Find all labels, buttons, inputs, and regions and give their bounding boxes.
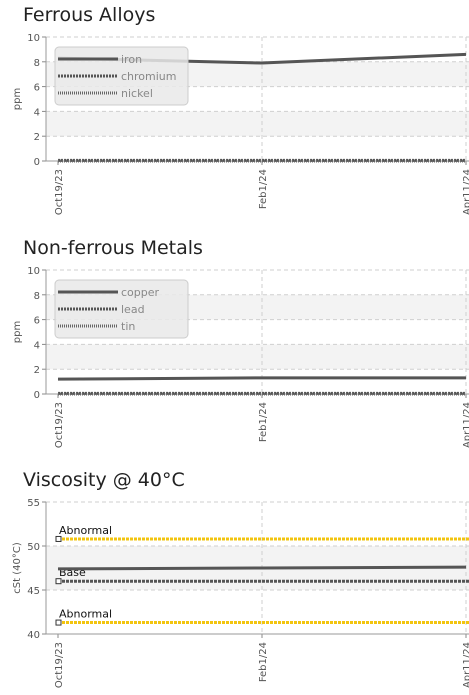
legend-box (54, 279, 189, 339)
reference-marker (55, 535, 62, 542)
y-axis-label: ppm (12, 88, 23, 110)
chart-title-viscosity: Viscosity @ 40°C (23, 469, 185, 491)
non-ferrous-metals-chart: 0 2 4 6 8 10 Oct19/23 Feb1/24 Apr11/24 ppm copper l… (12, 266, 469, 448)
reference-marker (55, 619, 62, 626)
y-tick-label: 2 (34, 365, 40, 376)
y-tick-label: 55 (27, 498, 40, 509)
x-tick-label: Apr11/24 (462, 402, 469, 448)
legend-label: iron (121, 53, 142, 66)
y-tick-label: 0 (34, 390, 40, 401)
chart-title-nonferrous: Non-ferrous Metals (23, 237, 203, 259)
reference-marker (55, 578, 62, 585)
y-tick-label: 6 (34, 83, 40, 94)
legend-label: copper (121, 286, 160, 299)
x-tick-label: Apr11/24 (462, 642, 469, 688)
reference-label: Abnormal (59, 524, 112, 537)
x-tick-label: Feb1/24 (258, 169, 269, 209)
x-tick-label: Oct19/23 (54, 169, 65, 215)
y-tick-label: 4 (34, 340, 40, 351)
y-tick-label: 50 (27, 542, 40, 553)
legend-label: tin (121, 320, 135, 333)
x-tick-label: Oct19/23 (54, 642, 65, 688)
y-tick-label: 0 (34, 157, 40, 168)
y-tick-label: 40 (27, 630, 40, 641)
x-tick-label: Oct19/23 (54, 402, 65, 448)
x-tick-label: Feb1/24 (258, 642, 269, 682)
legend-label: nickel (121, 87, 153, 100)
y-tick-label: 10 (27, 266, 40, 277)
plot-band (46, 111, 469, 137)
y-axis-label: cSt (40°C) (12, 542, 23, 594)
y-tick-label: 2 (34, 132, 40, 143)
chart-title-ferrous: Ferrous Alloys (23, 4, 156, 26)
legend-label: lead (121, 303, 145, 316)
y-tick-label: 8 (34, 291, 40, 302)
plot-band (46, 344, 469, 370)
y-tick-label: 4 (34, 107, 40, 118)
y-axis-label: ppm (12, 321, 23, 343)
y-tick-label: 45 (27, 586, 40, 597)
reference-label: Abnormal (59, 608, 112, 621)
y-tick-label: 6 (34, 316, 40, 327)
ferrous-alloys-chart: 0 2 4 6 8 10 Oct19/23 Feb1/24 Apr11/24 ppm iron chr… (12, 33, 469, 215)
x-tick-label: Feb1/24 (258, 402, 269, 442)
legend-box (54, 46, 189, 106)
y-tick-label: 8 (34, 58, 40, 69)
y-tick-label: 10 (27, 33, 40, 44)
x-tick-label: Apr11/24 (462, 169, 469, 215)
legend-label: chromium (121, 70, 177, 83)
